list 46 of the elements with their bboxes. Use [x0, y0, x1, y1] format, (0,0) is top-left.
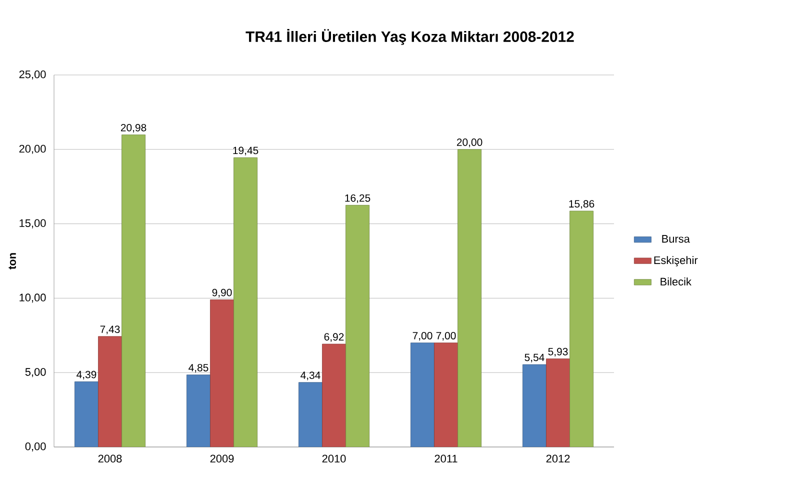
chart-title: TR41 İlleri Üretilen Yaş Koza Miktarı 2008-2012	[246, 29, 574, 45]
x-tick-label: 2012	[546, 454, 570, 463]
data-label: 5,93	[548, 348, 568, 357]
data-label: 16,25	[345, 194, 370, 203]
y-tick-label: 0,00	[25, 442, 46, 452]
data-label: 7,43	[100, 326, 120, 334]
legend-label: Bilecik	[660, 277, 692, 286]
data-label: 7,00	[436, 332, 456, 341]
y-tick-label: 5,00	[25, 368, 46, 378]
y-axis-title: ton	[8, 253, 16, 270]
bar	[298, 382, 322, 447]
bar	[410, 342, 434, 447]
bar	[522, 364, 546, 447]
bar	[546, 358, 570, 447]
bar	[322, 344, 346, 447]
bar	[74, 381, 98, 447]
bar	[234, 157, 258, 447]
data-label: 4,39	[76, 370, 96, 380]
data-label: 20,00	[456, 138, 482, 148]
bar	[570, 210, 594, 447]
data-label: 6,92	[324, 333, 344, 342]
bar	[210, 299, 234, 447]
data-label: 4,85	[188, 364, 208, 373]
data-label: 5,54	[524, 354, 544, 362]
x-tick-label: 2009	[210, 454, 234, 463]
bar	[122, 134, 146, 447]
data-label: 9,90	[212, 288, 232, 298]
data-label: 15,86	[569, 200, 594, 209]
bar	[98, 336, 122, 447]
x-tick-label: 2010	[322, 454, 346, 463]
data-label: 4,34	[300, 372, 320, 380]
data-label: 19,45	[233, 146, 258, 156]
y-tick-label: 25,00	[19, 70, 46, 80]
x-tick-label: 2011	[434, 454, 458, 463]
y-tick-label: 20,00	[19, 144, 46, 154]
bar	[458, 149, 482, 447]
y-tick-label: 15,00	[20, 219, 46, 228]
x-tick-label: 2008	[98, 454, 122, 463]
bar	[434, 342, 458, 447]
bar	[186, 374, 210, 447]
data-label: 20,98	[120, 124, 146, 133]
y-tick-label: 10,00	[20, 294, 46, 303]
legend-label: Eskişehir	[654, 256, 698, 266]
legend-label: Bursa	[662, 235, 690, 243]
bar	[346, 204, 370, 447]
data-label: 7,00	[412, 332, 432, 341]
